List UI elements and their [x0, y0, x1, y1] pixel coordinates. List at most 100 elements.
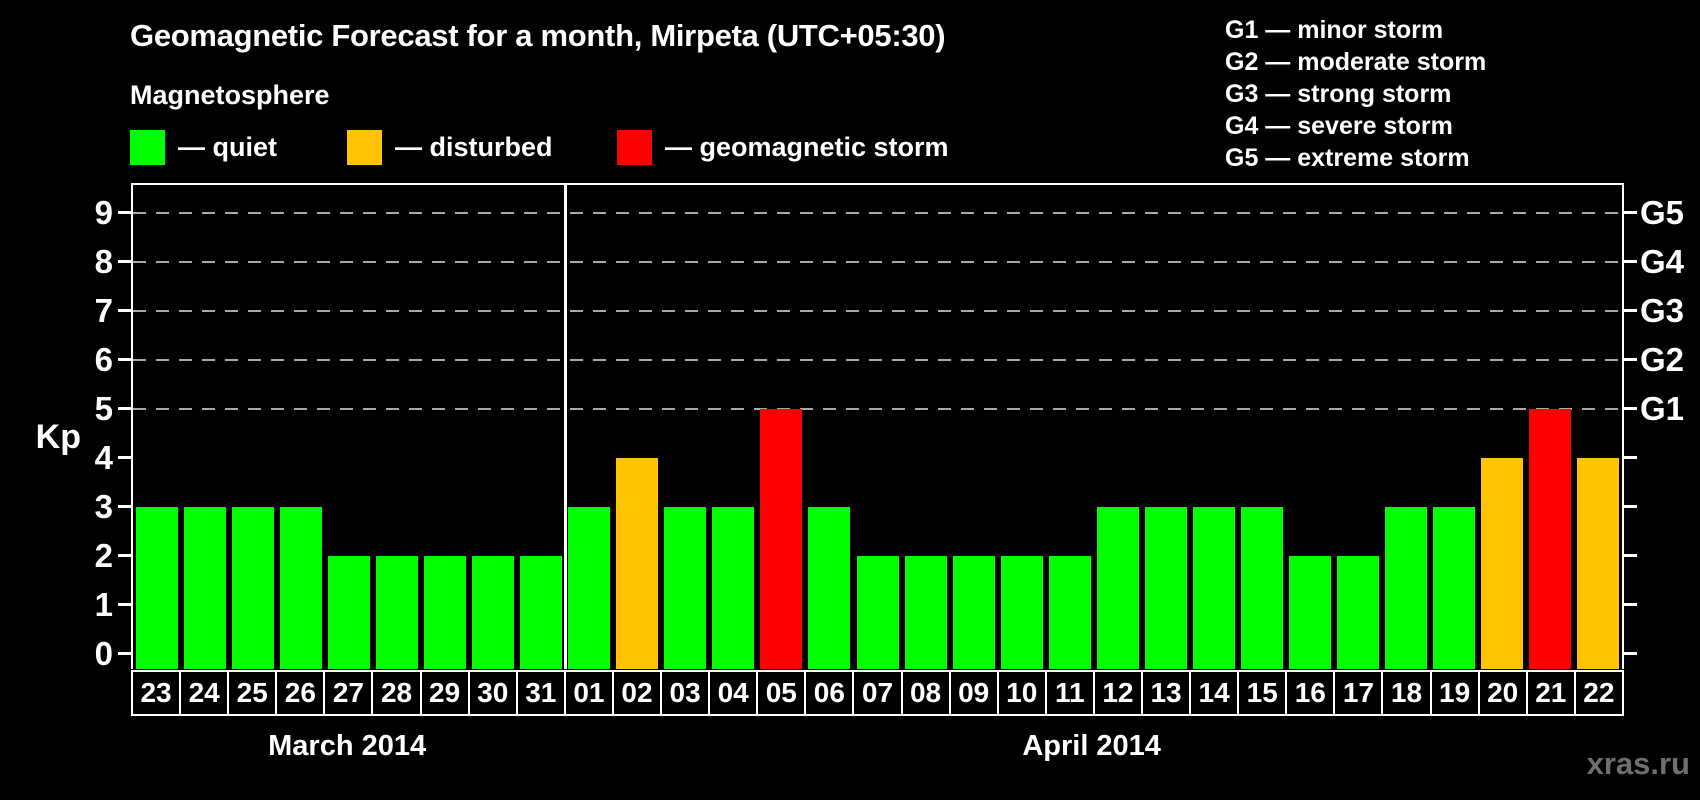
g-axis-tick: [1624, 554, 1637, 557]
y-axis-tick: [118, 652, 131, 655]
kp-bar-april-05: [760, 409, 803, 669]
date-cell-05: 05: [756, 670, 807, 716]
y-tick-label: 6: [94, 341, 113, 378]
g-axis-label-g2: G2: [1640, 341, 1685, 378]
legend-item-storm: — geomagnetic storm: [617, 130, 949, 165]
legend: — quiet — disturbed — geomagnetic storm: [0, 130, 1140, 170]
plot-area: Kp 0 1 2 3 4 5 6 7 8 9 G1 G2 G3 G4 G5: [36, 183, 1684, 672]
y-tick-label: 8: [94, 243, 113, 280]
kp-bar-april-12: [1096, 507, 1139, 669]
kp-bar-april-11: [1048, 556, 1091, 669]
kp-bar-march-25: [232, 507, 275, 669]
date-cell-29: 29: [419, 670, 470, 716]
kp-bar-april-14: [1192, 507, 1235, 669]
y-tick-label: 1: [94, 586, 113, 623]
kp-bar-march-31: [520, 556, 563, 669]
g-axis-tick: [1624, 407, 1637, 410]
date-cell-03: 03: [660, 670, 711, 716]
watermark: xras.ru: [1586, 746, 1690, 781]
g-axis-label-g4: G4: [1640, 243, 1685, 280]
g-axis-label-g1: G1: [1640, 390, 1685, 427]
y-axis-tick: [118, 554, 131, 557]
kp-bar-april-21: [1528, 409, 1571, 669]
date-cell-19: 19: [1429, 670, 1480, 716]
kp-bar-march-23: [136, 507, 179, 669]
g-scale-line-5: G5 — extreme storm: [1225, 144, 1470, 172]
gridline-kp7: [133, 310, 1622, 312]
kp-bar-march-28: [376, 556, 419, 669]
date-cell-22: 22: [1573, 670, 1624, 716]
kp-bar-april-17: [1336, 556, 1379, 669]
kp-bar-march-24: [184, 507, 227, 669]
month-label-march: March 2014: [268, 730, 427, 762]
y-axis-tick: [118, 260, 131, 263]
date-cell-13: 13: [1140, 670, 1192, 716]
date-cell-09: 09: [948, 670, 999, 716]
legend-swatch-storm: [617, 130, 652, 165]
date-cell-23: 23: [131, 670, 182, 716]
y-axis-tick: [118, 603, 131, 606]
kp-bar-march-30: [472, 556, 515, 669]
gridline-kp9: [133, 212, 1622, 214]
kp-bar-april-02: [616, 458, 659, 669]
y-tick-label: 5: [94, 390, 113, 427]
month-row: March 2014 April 2014: [131, 730, 1624, 768]
kp-bar-april-15: [1240, 507, 1283, 669]
gridline-kp5: [133, 408, 1622, 410]
y-tick-label: 3: [94, 488, 113, 525]
y-axis-label-kp: Kp: [35, 418, 81, 456]
kp-bar-april-13: [1144, 507, 1187, 669]
date-cell-28: 28: [371, 670, 422, 716]
kp-bar-april-18: [1384, 507, 1427, 669]
g-axis-tick: [1624, 358, 1637, 361]
y-axis-tick: [118, 505, 131, 508]
date-row: 23 24 25 26 27 28 29 30 31 01 02 03 04 05 06 07 08 09 10 11…: [131, 670, 1624, 716]
date-cell-08: 08: [900, 670, 951, 716]
legend-swatch-disturbed: [347, 130, 382, 165]
kp-bar-april-09: [952, 556, 995, 669]
y-axis-tick: [118, 407, 131, 410]
g-axis-tick: [1624, 603, 1637, 606]
kp-bar-march-26: [280, 507, 323, 669]
date-cell-15: 15: [1237, 670, 1288, 716]
kp-bar-april-22: [1576, 458, 1619, 669]
date-cell-27: 27: [323, 670, 374, 716]
date-cell-20: 20: [1477, 670, 1528, 716]
month-label-april: April 2014: [1022, 730, 1161, 762]
g-axis-tick: [1624, 505, 1637, 508]
magnetosphere-label: Magnetosphere: [130, 80, 330, 110]
y-axis-tick: [118, 456, 131, 459]
g-axis-tick: [1624, 260, 1637, 263]
y-tick-label: 0: [94, 635, 113, 672]
kp-bar-april-20: [1480, 458, 1523, 669]
date-cell-01: 01: [563, 670, 614, 716]
kp-bar-april-16: [1288, 556, 1331, 669]
date-cell-25: 25: [227, 670, 278, 716]
y-axis-tick: [118, 211, 131, 214]
g-axis-tick: [1624, 211, 1637, 214]
kp-bar-april-04: [712, 507, 755, 669]
kp-bar-april-08: [904, 556, 947, 669]
date-cell-11: 11: [1044, 670, 1095, 716]
y-tick-label: 7: [94, 292, 113, 329]
kp-bar-april-01: [568, 507, 611, 669]
legend-label-quiet: — quiet: [178, 132, 277, 162]
y-axis-tick: [118, 309, 131, 312]
date-cell-21: 21: [1525, 670, 1576, 716]
date-cell-17: 17: [1333, 670, 1384, 716]
kp-bar-april-10: [1000, 556, 1043, 669]
g-scale-line-3: G3 — strong storm: [1225, 80, 1452, 108]
y-tick-label: 2: [94, 537, 113, 574]
gridline-kp6: [133, 359, 1622, 361]
g-scale-line-4: G4 — severe storm: [1225, 112, 1453, 140]
date-cell-24: 24: [179, 670, 230, 716]
legend-label-storm: — geomagnetic storm: [665, 132, 949, 162]
kp-bar-march-27: [328, 556, 371, 669]
g-scale-line-1: G1 — minor storm: [1225, 16, 1444, 44]
kp-bar-march-29: [424, 556, 467, 669]
kp-bar-april-07: [856, 556, 899, 669]
date-cell-16: 16: [1285, 670, 1336, 716]
date-cell-14: 14: [1189, 670, 1240, 716]
chart-title: Geomagnetic Forecast for a month, Mirpet…: [130, 18, 946, 53]
